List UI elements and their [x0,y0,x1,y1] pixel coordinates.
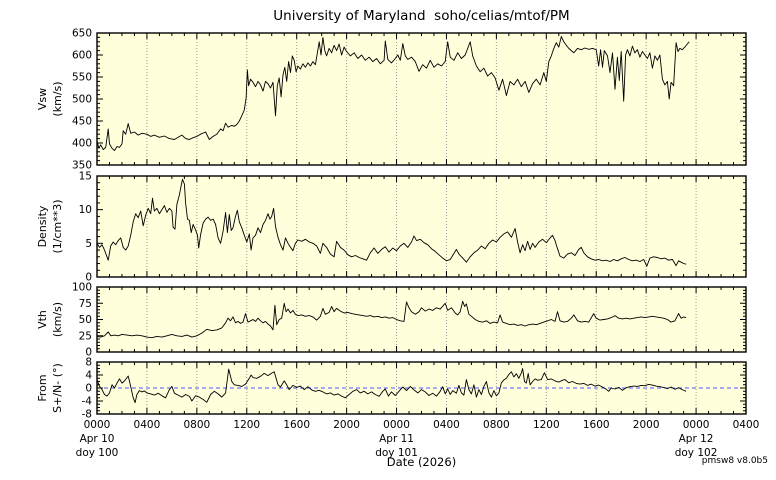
y-tick-label: 4 [85,370,92,382]
y-tick-label: 400 [72,138,92,150]
y-tick-label: 15 [79,171,92,183]
y-tick-label: -4 [82,396,93,408]
y-tick-label: 350 [72,160,92,172]
y-tick-label: -8 [82,409,92,421]
data-series-from-angle [97,368,687,404]
x-axis-labels: 0000 0400 0800 1200 1600 2000 0000 0400 0800 1200… [76,419,760,459]
y-tick-label: 0 [85,272,92,284]
y-axis-title: Vsw [36,88,49,110]
x-tick-label: 0800 [483,419,510,431]
day-label-doy: doy 102 [675,447,718,459]
data-series-vsw [97,36,690,151]
day-label-doy: doy 100 [76,447,119,459]
y-axis-title: (km/s) [51,302,64,337]
x-tick-label: 2000 [333,419,360,431]
x-tick-label: 1600 [583,419,610,431]
x-tick-label: 1200 [233,419,260,431]
y-axis-title: S+/N- (°) [51,363,64,413]
panel-frame [96,361,747,415]
y-axis-title: From [36,374,49,401]
panel-vth: 0 25 50 75 100 Vth (km/s) [36,282,747,359]
y-tick-label: 650 [72,28,92,40]
y-tick-label: 450 [72,116,92,128]
y-tick-label: 500 [72,94,92,106]
y-tick-label: 8 [85,357,92,369]
x-tick-label: 0400 [433,419,460,431]
x-tick-label: 1600 [283,419,310,431]
version-label: pmsw8 v8.0b5 [701,456,768,466]
x-tick-label: 0000 [383,419,410,431]
panel-bg [97,176,746,277]
y-tick-label: 50 [79,314,92,326]
y-tick-label: 100 [72,282,92,294]
panel-frame [96,175,747,278]
panel-frame [96,286,747,353]
y-tick-label: 0 [85,347,92,359]
y-axis-title: Density [36,205,49,247]
data-series-vth [97,300,687,339]
y-tick-label: 5 [85,238,92,250]
panel-frame [96,32,747,166]
y-axis-title: (km/s) [51,81,64,116]
x-tick-label: 0400 [733,419,760,431]
x-axis-title: Date (2026) [386,455,457,469]
y-tick-label: 600 [72,50,92,62]
chart-title: University of Maryland soho/celias/mtof/… [273,8,570,24]
y-tick-label: 0 [85,383,92,395]
panel-bg [97,33,746,165]
panel-vsw: 350 400 450 500 550 600 650 Vsw (km/s) [36,28,747,172]
data-series-density [97,178,687,267]
y-tick-label: 75 [79,298,92,310]
x-tick-label: 0400 [134,419,161,431]
x-tick-label: 0000 [84,419,111,431]
y-axis-title: Vth [36,310,49,329]
y-tick-label: 10 [79,204,92,216]
x-tick-label: 2000 [633,419,660,431]
y-tick-label: 550 [72,72,92,84]
x-tick-label: 1200 [533,419,560,431]
day-label-date: Apr 11 [379,433,414,445]
panel-density: 0 5 10 15 Density (1/cm**3) [36,171,747,284]
y-tick-label: 25 [79,330,92,342]
y-axis-title: (1/cm**3) [51,199,64,253]
day-label-date: Apr 10 [80,433,115,445]
panel-bg [97,287,746,352]
day-label-doy: doy 101 [375,447,418,459]
day-label-date: Apr 12 [679,433,714,445]
x-tick-label: 0000 [683,419,710,431]
x-tick-label: 0800 [183,419,210,431]
